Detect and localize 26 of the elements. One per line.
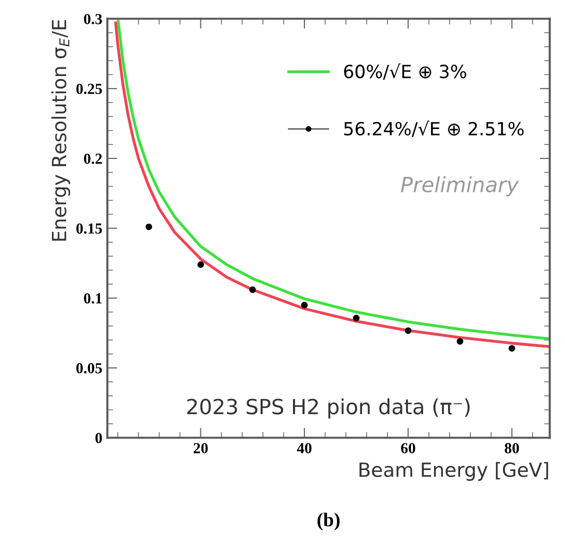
x-tick-label: 60 <box>401 443 416 454</box>
y-tick-label: 0.05 <box>76 363 102 374</box>
text: (b) <box>318 512 340 530</box>
point <box>301 302 308 308</box>
point <box>456 338 464 345</box>
point <box>197 261 204 268</box>
legend-label: 60%/√E ⊕ 3% <box>344 63 466 80</box>
point <box>508 345 516 352</box>
x-tick-label: 80 <box>504 443 519 454</box>
y-tick-label: 0.1 <box>84 293 102 304</box>
legend-label: 56.24%/√E ⊕ 2.51% <box>344 120 524 137</box>
y-tick-label: 0.2 <box>84 154 102 164</box>
annotation: 2023 SPS H2 pion data (π⁻) <box>187 398 470 418</box>
point <box>146 224 152 230</box>
y-tick-label: 0 <box>95 432 102 444</box>
point <box>404 327 412 334</box>
x-axis-title: Beam Energy [GeV] <box>360 462 548 481</box>
point <box>353 314 360 322</box>
y-axis-title: Energy Resolution σ$_{E}$/E <box>51 20 70 241</box>
y-tick-label: 0.3 <box>84 14 102 24</box>
y-tick-label: 0.15 <box>76 223 102 234</box>
annotation: Preliminary <box>400 176 520 196</box>
x-tick-label: 40 <box>297 443 312 454</box>
y-tick-label: 0.25 <box>76 84 102 94</box>
point <box>249 286 256 293</box>
x-tick-label: 20 <box>194 443 208 454</box>
